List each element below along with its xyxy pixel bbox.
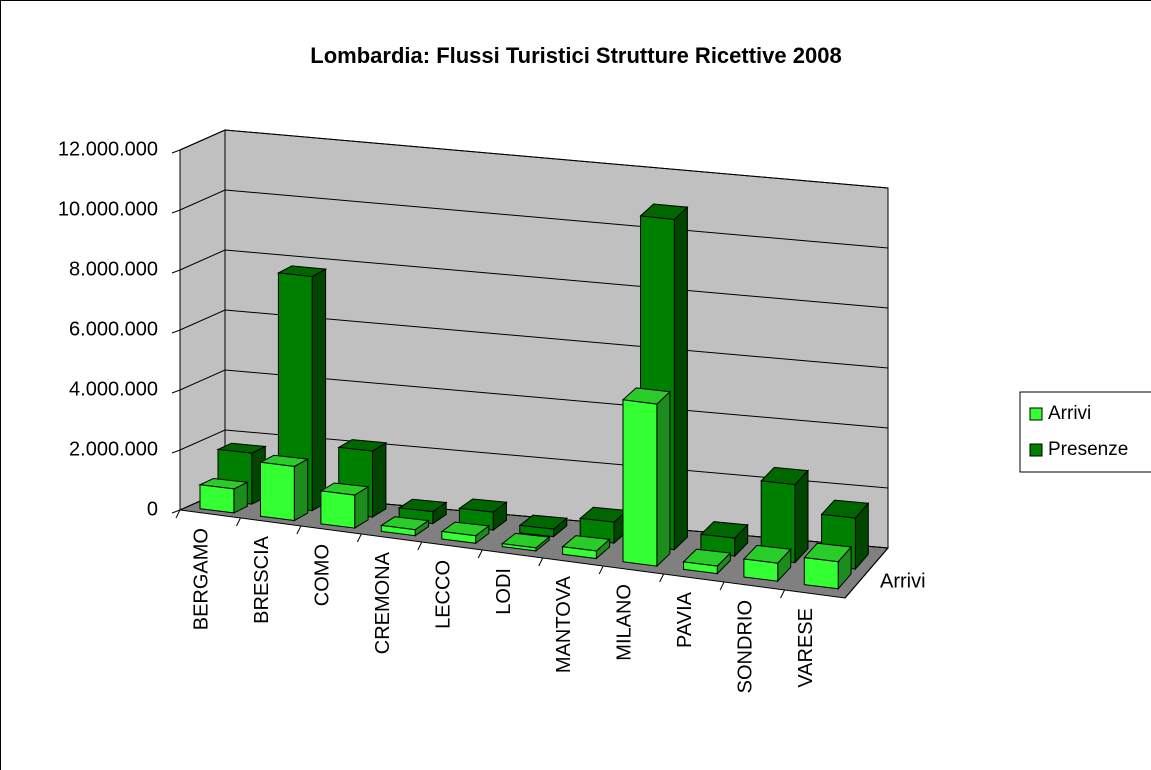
y-tick-label: 12.000.000 — [58, 138, 158, 160]
bar — [379, 516, 430, 537]
y-tick-label: 2.000.000 — [69, 438, 158, 460]
x-tick — [719, 581, 725, 591]
bar-front — [441, 530, 477, 544]
legend-label: Arrivi — [1048, 403, 1091, 424]
y-tick — [171, 389, 181, 394]
bar-front — [743, 558, 779, 582]
x-tick — [236, 517, 241, 527]
bar-front — [199, 484, 235, 514]
x-tick-label: CREMONA — [372, 551, 394, 654]
x-tick-label: MILANO — [614, 584, 636, 661]
x-tick-label: COMO — [311, 544, 333, 606]
series-axis-label: Arrivi — [880, 570, 926, 592]
x-tick — [356, 533, 362, 543]
x-tick-label: PAVIA — [674, 591, 696, 648]
y-tick-label: 10.000.000 — [58, 198, 158, 220]
x-tick — [417, 541, 423, 551]
bar-front — [501, 543, 537, 552]
bar-side — [372, 441, 387, 518]
x-tick — [659, 573, 665, 583]
bar — [699, 521, 749, 558]
bar — [742, 544, 792, 583]
bar — [518, 514, 569, 538]
bar — [198, 477, 250, 514]
bar-front — [260, 461, 295, 522]
grid-line — [179, 129, 889, 189]
y-tick-label: 4.000.000 — [69, 378, 158, 400]
y-tick — [171, 269, 181, 274]
bar — [276, 265, 328, 512]
x-tick — [477, 549, 483, 559]
x-tick-label: VARESE — [795, 608, 817, 688]
bar-side — [673, 206, 688, 551]
bar-front — [380, 524, 416, 537]
y-tick — [171, 149, 181, 154]
bar — [621, 387, 672, 568]
y-tick-label: 8.000.000 — [69, 258, 158, 280]
bar — [440, 521, 491, 545]
y-tick-label: 0 — [147, 498, 158, 520]
bar — [500, 532, 551, 552]
legend-box — [1019, 391, 1151, 473]
bar-front — [622, 399, 658, 567]
bar — [319, 482, 370, 529]
bar — [760, 466, 810, 564]
x-tick-label: LECCO — [432, 560, 454, 629]
x-tick — [296, 525, 302, 535]
legend-swatch — [1029, 443, 1043, 457]
bar-front — [683, 561, 718, 575]
bar — [561, 535, 611, 560]
x-tick — [175, 509, 181, 519]
bar — [258, 454, 310, 522]
y-tick — [171, 449, 181, 454]
bar — [803, 542, 853, 591]
x-tick — [538, 557, 544, 567]
legend-label: Presenze — [1048, 439, 1128, 460]
depth-axis — [844, 547, 889, 599]
bar-side — [311, 268, 327, 512]
bar-side — [293, 458, 309, 522]
chart-title: Lombardia: Flussi Turistici Strutture Ri… — [310, 43, 841, 68]
bar-front — [519, 524, 555, 538]
x-tick-label: BRESCIA — [251, 535, 273, 623]
x-tick-label: LODI — [493, 568, 515, 615]
bar-front — [320, 490, 356, 529]
x-tick — [780, 589, 785, 599]
y-tick-label: 6.000.000 — [69, 318, 158, 340]
bar — [682, 548, 732, 575]
bar-front — [803, 557, 839, 590]
y-tick — [171, 509, 181, 514]
bar-side — [794, 469, 809, 564]
bar-side — [656, 390, 671, 568]
bar-front — [562, 546, 597, 560]
x-tick-label: SONDRIO — [735, 600, 757, 693]
x-tick — [598, 565, 604, 575]
y-tick — [171, 329, 181, 334]
y-tick — [171, 209, 181, 214]
x-tick-label: BERGAMO — [191, 528, 213, 630]
x-tick-label: MANTOVA — [553, 575, 575, 673]
legend-swatch — [1029, 407, 1043, 421]
